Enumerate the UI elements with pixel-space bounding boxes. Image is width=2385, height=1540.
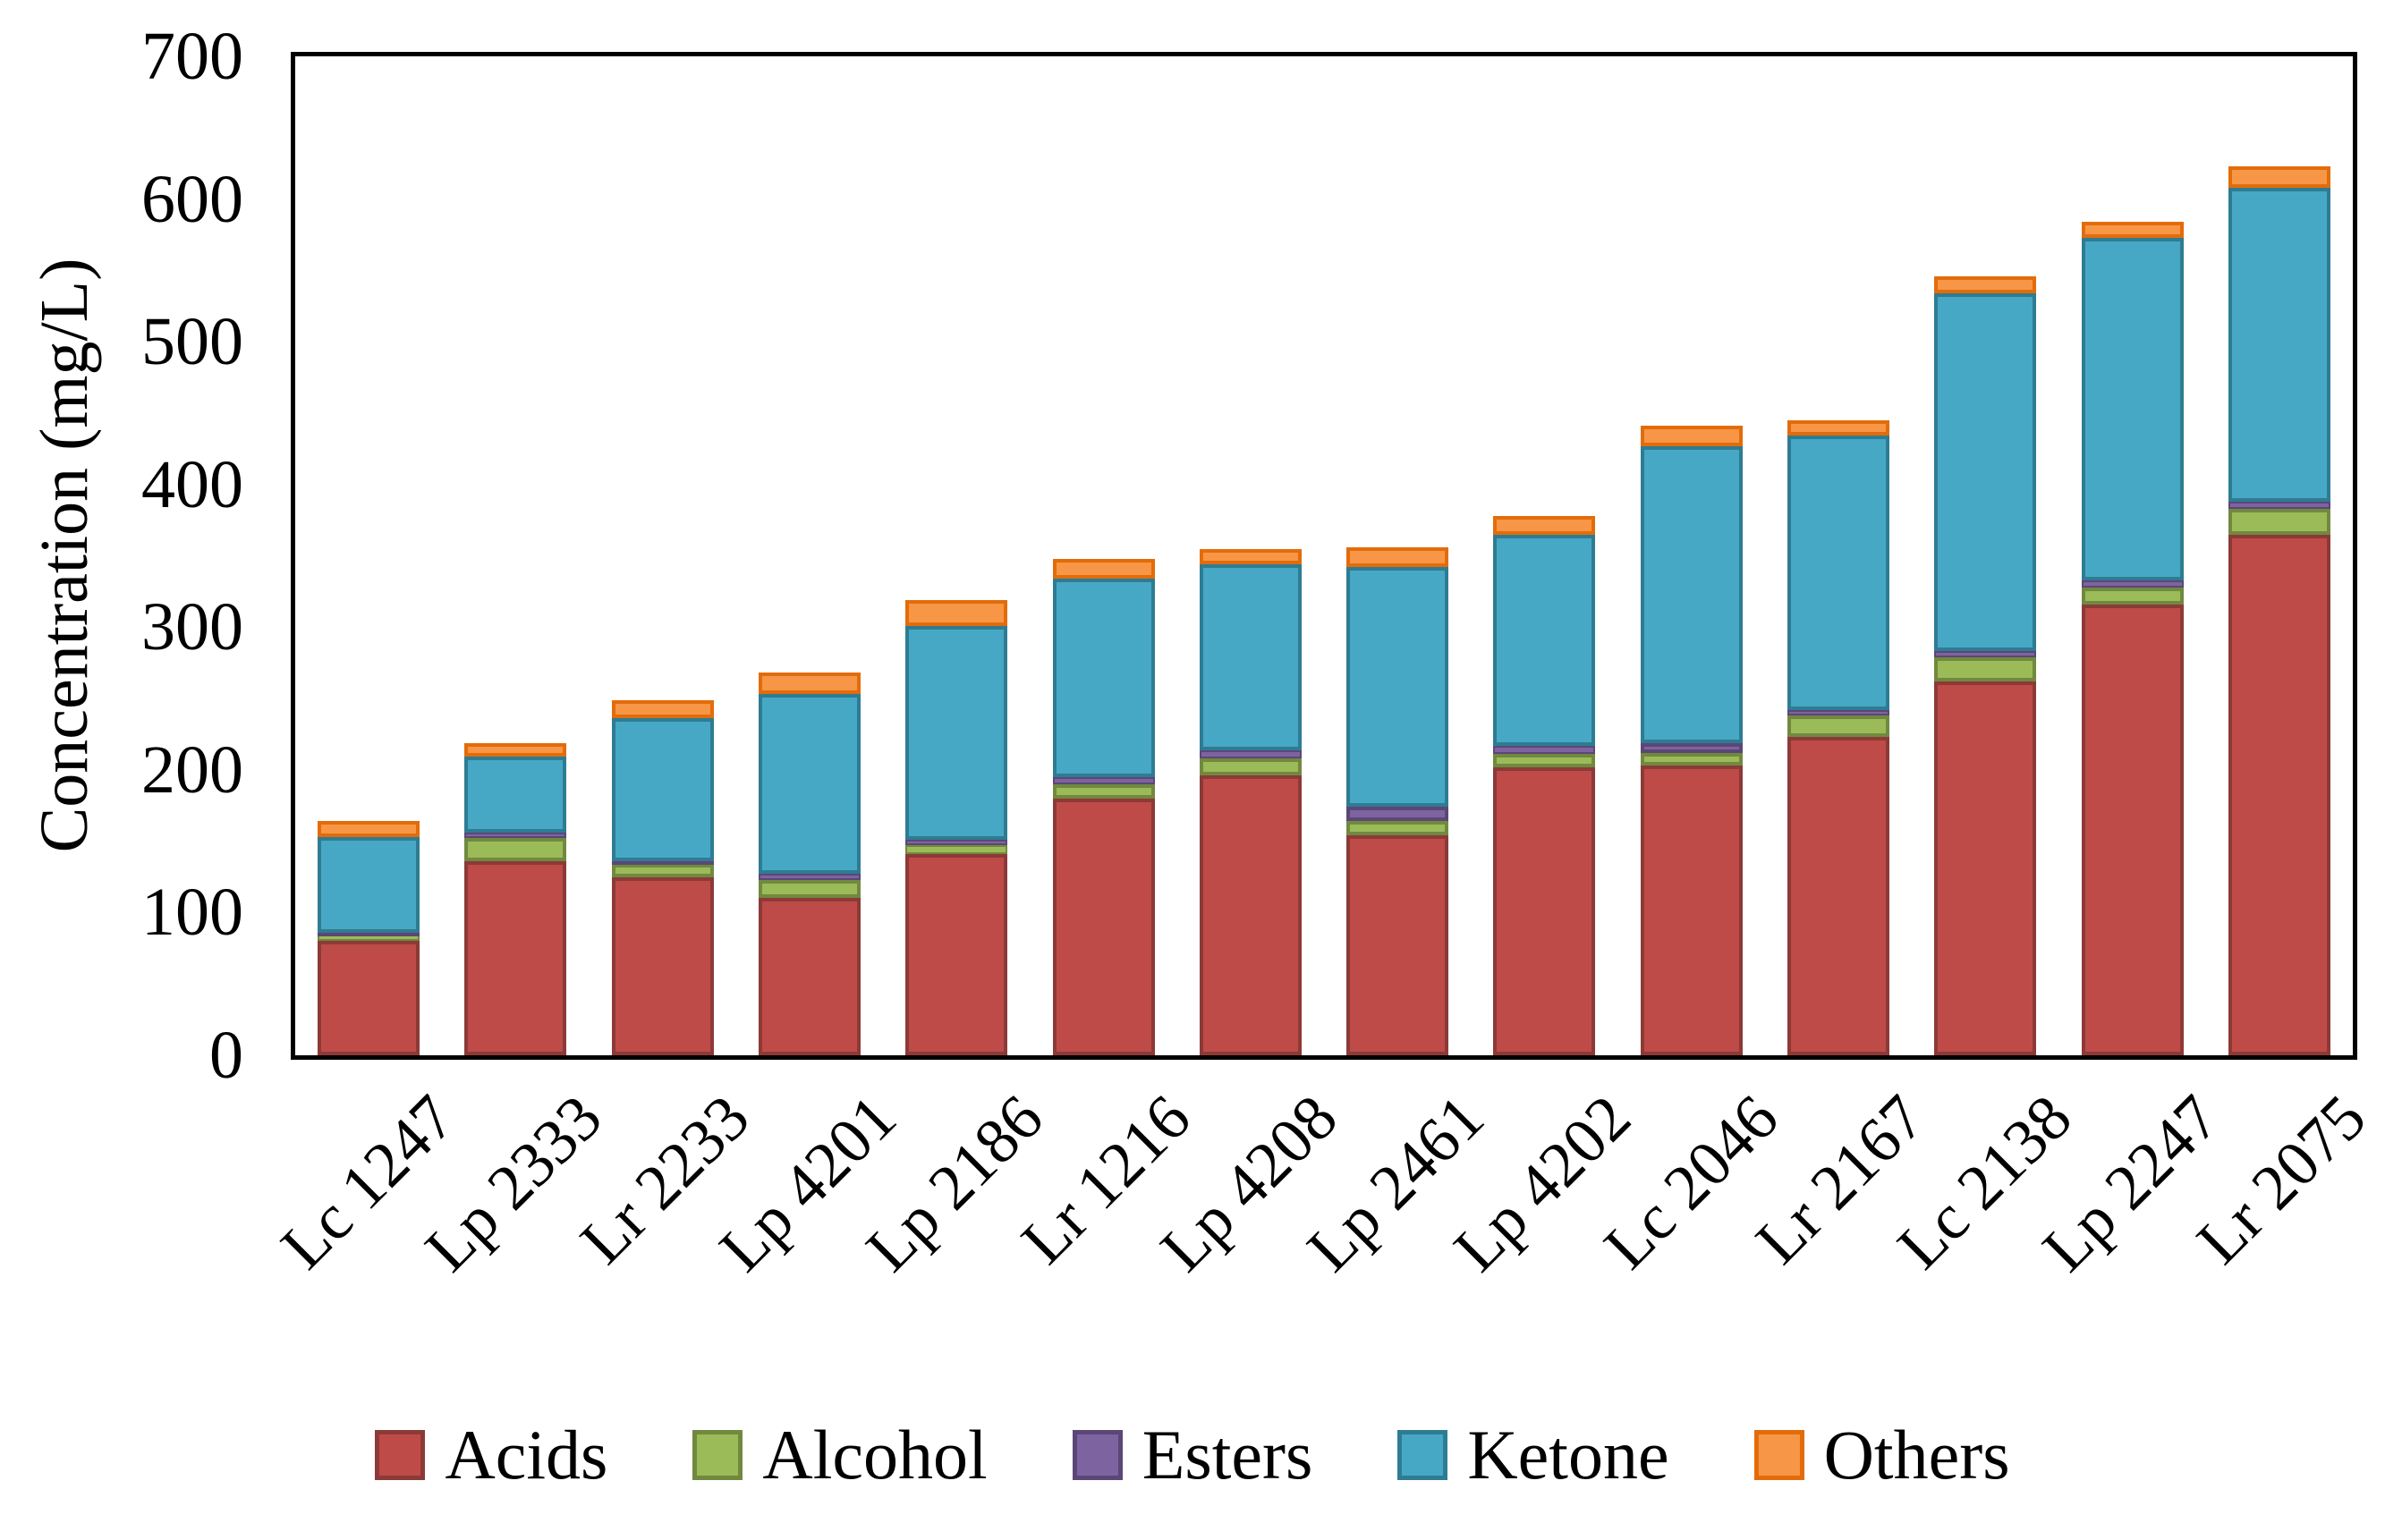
bar-segment-alcohol-lp-2247 [2081,587,2184,605]
x-axis-label: Lr 2075 [2183,1081,2380,1278]
bar-segment-acids-lr-2167 [1787,737,1889,1055]
legend-label: Ketone [1467,1416,1669,1493]
bar-segment-alcohol-lp-4202 [1493,754,1596,767]
bar-segment-others-lc-1247 [318,821,420,837]
bar-segment-alcohol-lp-2461 [1346,821,1449,836]
bar-segment-others-lp-2333 [464,742,567,757]
bar-segment-esters-lr-2075 [2228,501,2330,509]
bar-segment-esters-lc-1247 [318,932,420,936]
bar-segment-acids-lr-2075 [2228,534,2330,1055]
bar-segment-esters-lr-2233 [611,860,714,865]
y-tick-label: 700 [141,19,243,94]
bar-segment-others-lp-4208 [1199,548,1302,565]
bar-segment-esters-lp-2186 [905,840,1008,846]
bar-segment-acids-lp-4202 [1493,766,1596,1055]
legend-item-acids: Acids [375,1420,607,1490]
legend-item-others: Others [1753,1416,2010,1493]
bar-segment-alcohol-lr-2167 [1787,715,1889,738]
bar-segment-ketone-lc-2046 [1640,445,1743,743]
bar-segment-alcohol-lp-2333 [464,838,567,861]
bar-segment-acids-lp-2247 [2081,604,2184,1055]
legend-swatch-others [1753,1430,1804,1480]
legend-label: Esters [1142,1416,1313,1493]
bar-segment-ketone-lr-2233 [611,718,714,861]
y-tick-label: 0 [209,1018,243,1093]
bar-segment-esters-lc-2046 [1640,742,1743,753]
bar-segment-ketone-lr-1216 [1052,579,1155,777]
y-tick-label: 300 [141,589,243,665]
bar-segment-ketone-lr-2075 [2228,187,2330,502]
bar-segment-others-lc-2046 [1640,426,1743,446]
bar-segment-esters-lp-4202 [1493,745,1596,755]
bar-segment-others-lc-2138 [1934,275,2037,293]
bar-segment-alcohol-lp-4201 [759,879,861,899]
bar-segment-acids-lp-2333 [464,860,567,1055]
bar-segment-others-lr-2167 [1787,419,1889,436]
bar-segment-others-lr-2075 [2228,165,2330,188]
bar-segment-alcohol-lp-4208 [1199,758,1302,776]
bar-segment-alcohol-lc-2046 [1640,752,1743,766]
bar-segment-ketone-lp-4202 [1493,534,1596,746]
bar-segment-acids-lc-2138 [1934,681,2037,1055]
bar-segment-esters-lp-4201 [759,874,861,880]
bar-segment-others-lr-2233 [611,699,714,719]
bar-segment-esters-lr-2167 [1787,709,1889,716]
legend-swatch-esters [1072,1430,1123,1480]
legend-item-esters: Esters [1072,1416,1313,1493]
bar-segment-acids-lp-4208 [1199,775,1302,1055]
bar-segment-acids-lp-2461 [1346,835,1449,1055]
bar-segment-alcohol-lc-2138 [1934,656,2037,681]
bar-segment-alcohol-lr-2075 [2228,508,2330,535]
bar-segment-esters-lr-1216 [1052,776,1155,784]
y-tick-label: 100 [141,875,243,951]
bar-segment-others-lp-2247 [2081,222,2184,238]
bar-segment-ketone-lp-4208 [1199,564,1302,750]
y-tick-label: 200 [141,732,243,808]
legend-swatch-alcohol [692,1430,743,1480]
bar-segment-esters-lp-2333 [464,833,567,839]
bar-segment-acids-lr-2233 [611,876,714,1055]
bar-segment-ketone-lc-1247 [318,836,420,933]
bar-segment-esters-lp-2247 [2081,580,2184,588]
bar-segment-others-lp-4202 [1493,515,1596,535]
bar-segment-esters-lp-2461 [1346,807,1449,822]
legend-swatch-acids [375,1430,426,1480]
legend: Acids Alcohol Esters Ketone Others [0,1420,2385,1490]
bar-segment-ketone-lp-2333 [464,757,567,833]
bar-segment-acids-lp-2186 [905,854,1008,1055]
bar-segment-esters-lp-4208 [1199,749,1302,759]
y-tick-label: 600 [141,161,243,237]
legend-label: Alcohol [762,1416,988,1493]
bar-segment-ketone-lc-2138 [1934,292,2037,652]
bar-segment-acids-lc-1247 [318,941,420,1055]
legend-label: Others [1823,1416,2010,1493]
legend-label: Acids [445,1416,608,1493]
bar-segment-alcohol-lp-2186 [905,845,1008,854]
bar-segment-acids-lp-4201 [759,898,861,1055]
bar-segment-alcohol-lr-1216 [1052,783,1155,799]
legend-item-ketone: Ketone [1397,1416,1669,1493]
bar-segment-esters-lc-2138 [1934,651,2037,657]
bar-segment-ketone-lp-2186 [905,625,1008,841]
bar-segment-alcohol-lr-2233 [611,864,714,877]
bar-segment-ketone-lp-2461 [1346,567,1449,808]
plot-frame [291,52,2357,1060]
legend-swatch-ketone [1397,1430,1448,1480]
bar-segment-ketone-lp-2247 [2081,237,2184,580]
bar-segment-acids-lr-1216 [1052,798,1155,1055]
bar-segment-ketone-lr-2167 [1787,436,1889,710]
legend-item-alcohol: Alcohol [692,1416,988,1493]
bar-segment-others-lp-4201 [759,673,861,695]
y-tick-label: 500 [141,304,243,380]
bar-segment-acids-lc-2046 [1640,766,1743,1055]
y-tick-label: 400 [141,446,243,522]
bar-segment-others-lp-2186 [905,599,1008,626]
bar-segment-others-lp-2461 [1346,546,1449,568]
bar-segment-ketone-lp-4201 [759,694,861,875]
bar-segment-others-lr-1216 [1052,558,1155,580]
